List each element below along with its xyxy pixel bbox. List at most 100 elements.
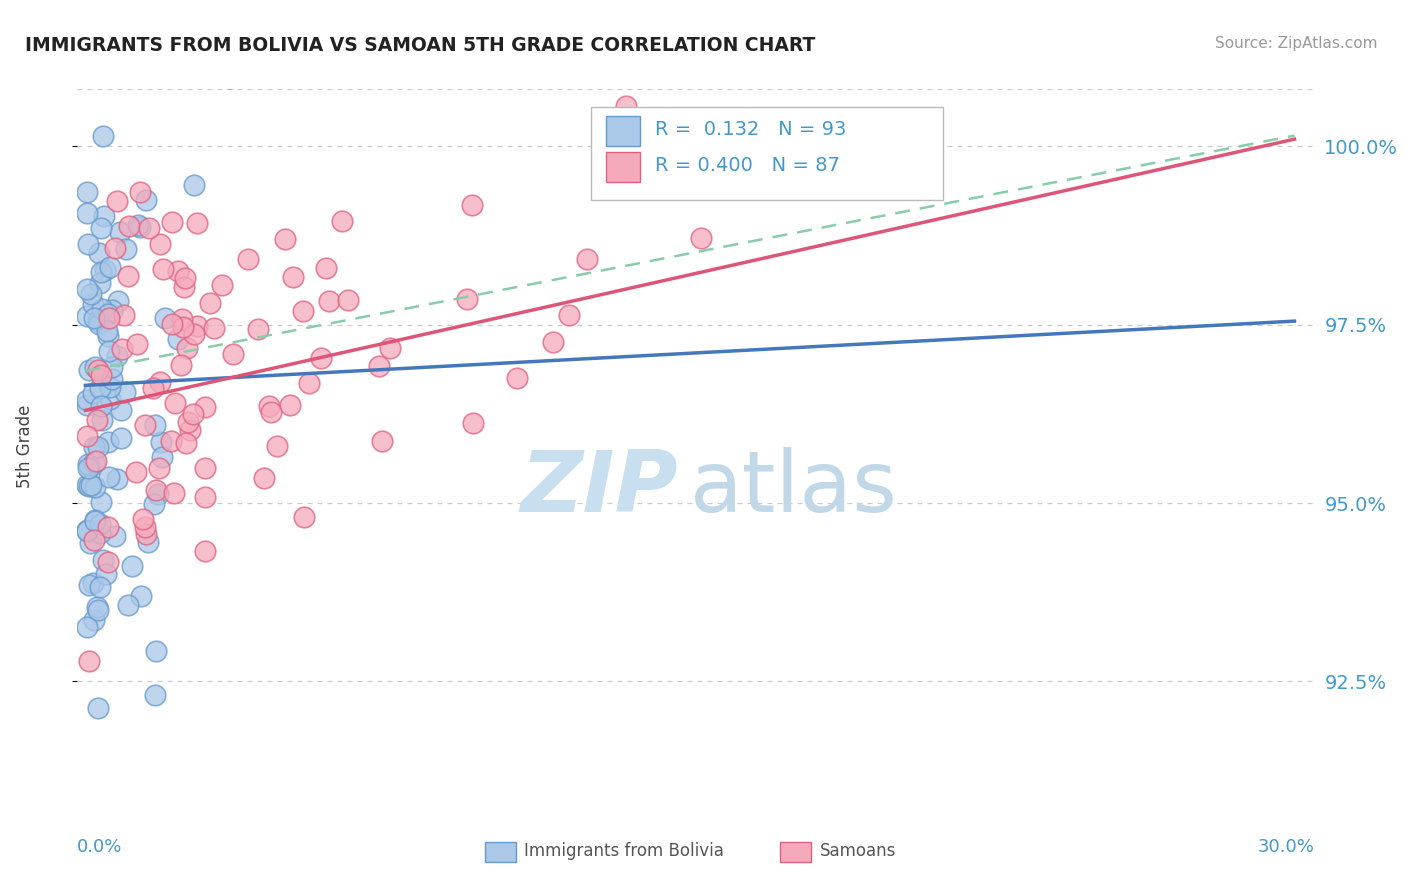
Point	[134, 417, 156, 432]
Point	[97, 329, 120, 343]
Point	[150, 450, 173, 465]
Point	[104, 529, 127, 543]
Point	[173, 280, 195, 294]
Point	[77, 460, 100, 475]
Point	[143, 497, 166, 511]
Point	[76, 185, 98, 199]
Text: 5th Grade: 5th Grade	[17, 404, 34, 488]
Point	[278, 398, 301, 412]
Point	[117, 219, 139, 234]
Point	[135, 194, 157, 208]
Point	[541, 334, 564, 349]
Point	[121, 558, 143, 573]
Point	[194, 544, 217, 558]
Point	[142, 381, 165, 395]
Point	[84, 513, 107, 527]
Point	[83, 533, 105, 547]
Point	[97, 520, 120, 534]
Point	[111, 342, 134, 356]
Point	[163, 396, 186, 410]
Point	[87, 363, 110, 377]
Point	[79, 654, 101, 668]
Point	[90, 264, 112, 278]
Point	[292, 510, 315, 524]
Point	[97, 307, 120, 321]
Point	[82, 386, 104, 401]
Point	[110, 403, 132, 417]
Point	[461, 416, 484, 430]
Point	[90, 399, 112, 413]
Point	[112, 308, 135, 322]
Point	[183, 327, 205, 342]
Point	[127, 336, 149, 351]
Point	[76, 428, 98, 442]
Point	[89, 277, 111, 291]
Point	[257, 399, 280, 413]
Point	[76, 393, 98, 408]
Point	[94, 566, 117, 581]
Point	[149, 237, 172, 252]
Point	[253, 470, 276, 484]
Point	[77, 578, 100, 592]
Point	[117, 269, 139, 284]
Point	[89, 525, 111, 540]
Point	[76, 310, 98, 324]
Point	[219, 70, 242, 85]
Point	[86, 413, 108, 427]
Point	[105, 349, 128, 363]
Point	[91, 128, 114, 143]
Point	[614, 99, 637, 113]
Point	[179, 423, 201, 437]
Point	[86, 454, 108, 468]
Point	[76, 620, 98, 634]
Point	[98, 392, 121, 406]
Point	[170, 358, 193, 372]
Point	[77, 479, 100, 493]
Text: atlas: atlas	[690, 447, 898, 531]
Point	[83, 514, 105, 528]
Text: Source: ZipAtlas.com: Source: ZipAtlas.com	[1215, 36, 1378, 51]
Point	[186, 318, 208, 333]
Point	[98, 260, 121, 274]
Point	[84, 480, 107, 494]
Point	[87, 245, 110, 260]
Point	[371, 434, 394, 449]
Point	[82, 575, 104, 590]
Point	[76, 477, 98, 491]
Point	[90, 301, 112, 316]
Point	[145, 644, 167, 658]
Point	[163, 485, 186, 500]
Point	[174, 436, 197, 450]
Point	[281, 269, 304, 284]
Point	[79, 363, 101, 377]
Point	[110, 431, 132, 445]
Point	[82, 297, 104, 311]
Point	[129, 590, 152, 604]
Point	[114, 384, 136, 399]
Point	[266, 439, 288, 453]
Point	[172, 320, 194, 334]
Point	[150, 434, 173, 449]
Point	[86, 600, 108, 615]
Point	[315, 261, 337, 276]
Point	[132, 511, 155, 525]
Point	[101, 360, 124, 375]
Point	[77, 458, 100, 472]
Point	[83, 440, 105, 454]
Point	[117, 598, 139, 612]
Point	[83, 360, 105, 375]
Point	[87, 317, 110, 331]
Point	[292, 304, 315, 318]
Point	[166, 332, 188, 346]
Point	[194, 400, 217, 414]
Point	[103, 241, 125, 255]
Point	[336, 293, 359, 307]
FancyBboxPatch shape	[606, 152, 640, 182]
Point	[174, 271, 197, 285]
Point	[90, 221, 112, 235]
Point	[101, 302, 124, 317]
Point	[145, 483, 167, 498]
Text: IMMIGRANTS FROM BOLIVIA VS SAMOAN 5TH GRADE CORRELATION CHART: IMMIGRANTS FROM BOLIVIA VS SAMOAN 5TH GR…	[25, 36, 815, 54]
Point	[98, 380, 121, 394]
Point	[160, 317, 183, 331]
